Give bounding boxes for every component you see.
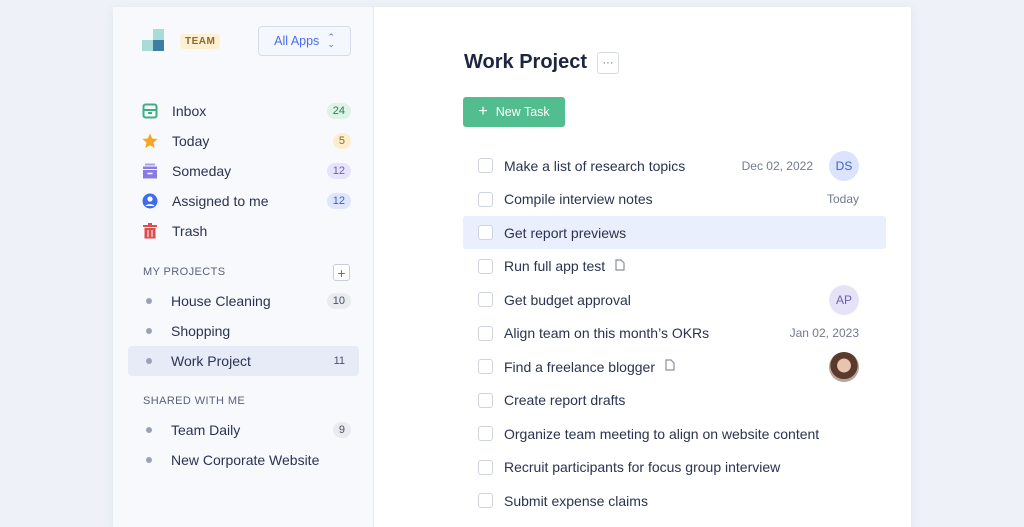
- app-window: TEAM All Apps ⌃ ⌄ Inbox 24 Today 5 Someday…: [113, 7, 911, 527]
- app-logo: [142, 29, 166, 53]
- task-checkbox[interactable]: [478, 225, 493, 240]
- task-checkbox[interactable]: [478, 493, 493, 508]
- sidebar: TEAM All Apps ⌃ ⌄ Inbox 24 Today 5 Someday…: [113, 7, 374, 527]
- sidebar-project-shopping[interactable]: Shopping: [128, 316, 359, 346]
- star-icon: [142, 133, 158, 149]
- project-label: Shopping: [171, 323, 231, 339]
- sidebar-item-inbox[interactable]: Inbox 24: [128, 96, 359, 126]
- bullet-icon: [146, 358, 152, 364]
- assignee-photo-avatar[interactable]: [829, 351, 859, 382]
- project-label: Team Daily: [171, 422, 241, 438]
- task-row[interactable]: Find a freelance blogger: [463, 350, 886, 383]
- sidebar-project-team-daily[interactable]: Team Daily 9: [128, 415, 359, 445]
- task-title: Recruit participants for focus group int…: [504, 459, 781, 475]
- task-title: Get budget approval: [504, 291, 631, 308]
- count-badge: 9: [332, 422, 351, 438]
- sidebar-item-label: Someday: [172, 163, 232, 179]
- sidebar-item-trash[interactable]: Trash: [128, 216, 359, 246]
- user-icon: [142, 193, 158, 209]
- task-checkbox[interactable]: [478, 426, 493, 441]
- file-icon: [615, 258, 625, 274]
- task-checkbox[interactable]: [478, 392, 493, 408]
- task-title: Make a list of research topics: [504, 157, 686, 174]
- task-row[interactable]: Submit expense claims: [463, 484, 886, 517]
- task-row[interactable]: Create report drafts: [463, 384, 886, 417]
- sidebar-item-label: Inbox: [172, 103, 207, 119]
- task-title: Find a freelance blogger: [504, 358, 655, 375]
- task-title: Get report previews: [504, 224, 627, 241]
- task-row[interactable]: Compile interview notes Today: [463, 183, 886, 216]
- project-label: New Corporate Website: [171, 452, 320, 468]
- inbox-icon: [142, 103, 158, 119]
- task-checkbox[interactable]: [478, 292, 493, 307]
- due-date: Jan 02, 2023: [789, 326, 859, 340]
- bullet-icon: [146, 298, 152, 304]
- task-checkbox[interactable]: [478, 359, 493, 374]
- sidebar-item-label: Trash: [172, 223, 208, 239]
- due-date: Dec 02, 2022: [741, 158, 813, 173]
- plus-icon: +: [478, 103, 488, 120]
- task-checkbox[interactable]: [478, 158, 493, 173]
- project-label: House Cleaning: [171, 293, 271, 309]
- task-title: Align team on this month’s OKRs: [504, 325, 710, 341]
- sidebar-project-new-corporate-website[interactable]: New Corporate Website: [128, 445, 359, 475]
- new-task-button[interactable]: + New Task: [463, 97, 565, 127]
- task-title: Compile interview notes: [504, 191, 653, 207]
- count-badge: 12: [326, 163, 351, 179]
- page-title: Work Project: [464, 51, 587, 73]
- bullet-icon: [146, 457, 152, 463]
- count-badge: 5: [332, 133, 351, 149]
- task-title: Organize team meeting to align on websit…: [504, 425, 820, 442]
- sidebar-item-today[interactable]: Today 5: [128, 126, 359, 156]
- task-checkbox[interactable]: [478, 191, 493, 207]
- due-date: Today: [826, 192, 859, 206]
- chevron-updown-icon: ⌃ ⌄: [327, 32, 335, 49]
- count-badge: 12: [326, 193, 351, 209]
- trash-icon: [142, 223, 158, 239]
- count-badge: 11: [333, 355, 345, 367]
- task-row[interactable]: Make a list of research topics Dec 02, 2…: [463, 149, 886, 182]
- task-title: Create report drafts: [504, 392, 626, 408]
- sidebar-item-someday[interactable]: Someday 12: [128, 156, 359, 186]
- count-badge: 24: [326, 103, 351, 119]
- bullet-icon: [146, 328, 152, 334]
- sidebar-item-label: Assigned to me: [172, 193, 269, 209]
- task-checkbox[interactable]: [478, 258, 493, 274]
- new-task-label: New Task: [495, 105, 550, 119]
- task-title: Run full app test: [504, 258, 606, 274]
- file-icon: [665, 359, 675, 374]
- task-row[interactable]: Run full app test: [463, 250, 886, 283]
- project-label: Work Project: [171, 353, 251, 369]
- task-title: Submit expense claims: [504, 492, 648, 509]
- all-apps-label: All Apps: [274, 34, 320, 48]
- assignee-avatar[interactable]: DS: [829, 150, 859, 181]
- archive-icon: [142, 163, 158, 179]
- sidebar-project-work-project[interactable]: Work Project 11: [128, 346, 359, 376]
- bullet-icon: [146, 427, 152, 433]
- task-checkbox[interactable]: [478, 459, 493, 475]
- task-row[interactable]: Get budget approval AP: [463, 283, 886, 316]
- sidebar-item-assigned-to-me[interactable]: Assigned to me 12: [128, 186, 359, 216]
- task-checkbox[interactable]: [478, 325, 493, 341]
- add-project-button[interactable]: +: [333, 264, 350, 281]
- task-row[interactable]: Recruit participants for focus group int…: [463, 451, 886, 484]
- sidebar-project-house-cleaning[interactable]: House Cleaning 10: [128, 286, 359, 316]
- shared-header: SHARED WITH ME: [143, 395, 246, 407]
- assignee-avatar[interactable]: AP: [829, 284, 859, 315]
- task-row[interactable]: Organize team meeting to align on websit…: [463, 417, 886, 450]
- task-row[interactable]: Get report previews: [463, 216, 886, 249]
- team-badge: TEAM: [180, 34, 221, 49]
- my-projects-header: MY PROJECTS: [143, 266, 226, 278]
- more-options-button[interactable]: ···: [597, 52, 619, 74]
- task-row[interactable]: Align team on this month’s OKRs Jan 02, …: [463, 317, 886, 350]
- sidebar-item-label: Today: [172, 133, 210, 149]
- all-apps-dropdown[interactable]: All Apps ⌃ ⌄: [258, 26, 351, 56]
- count-badge: 10: [326, 293, 351, 309]
